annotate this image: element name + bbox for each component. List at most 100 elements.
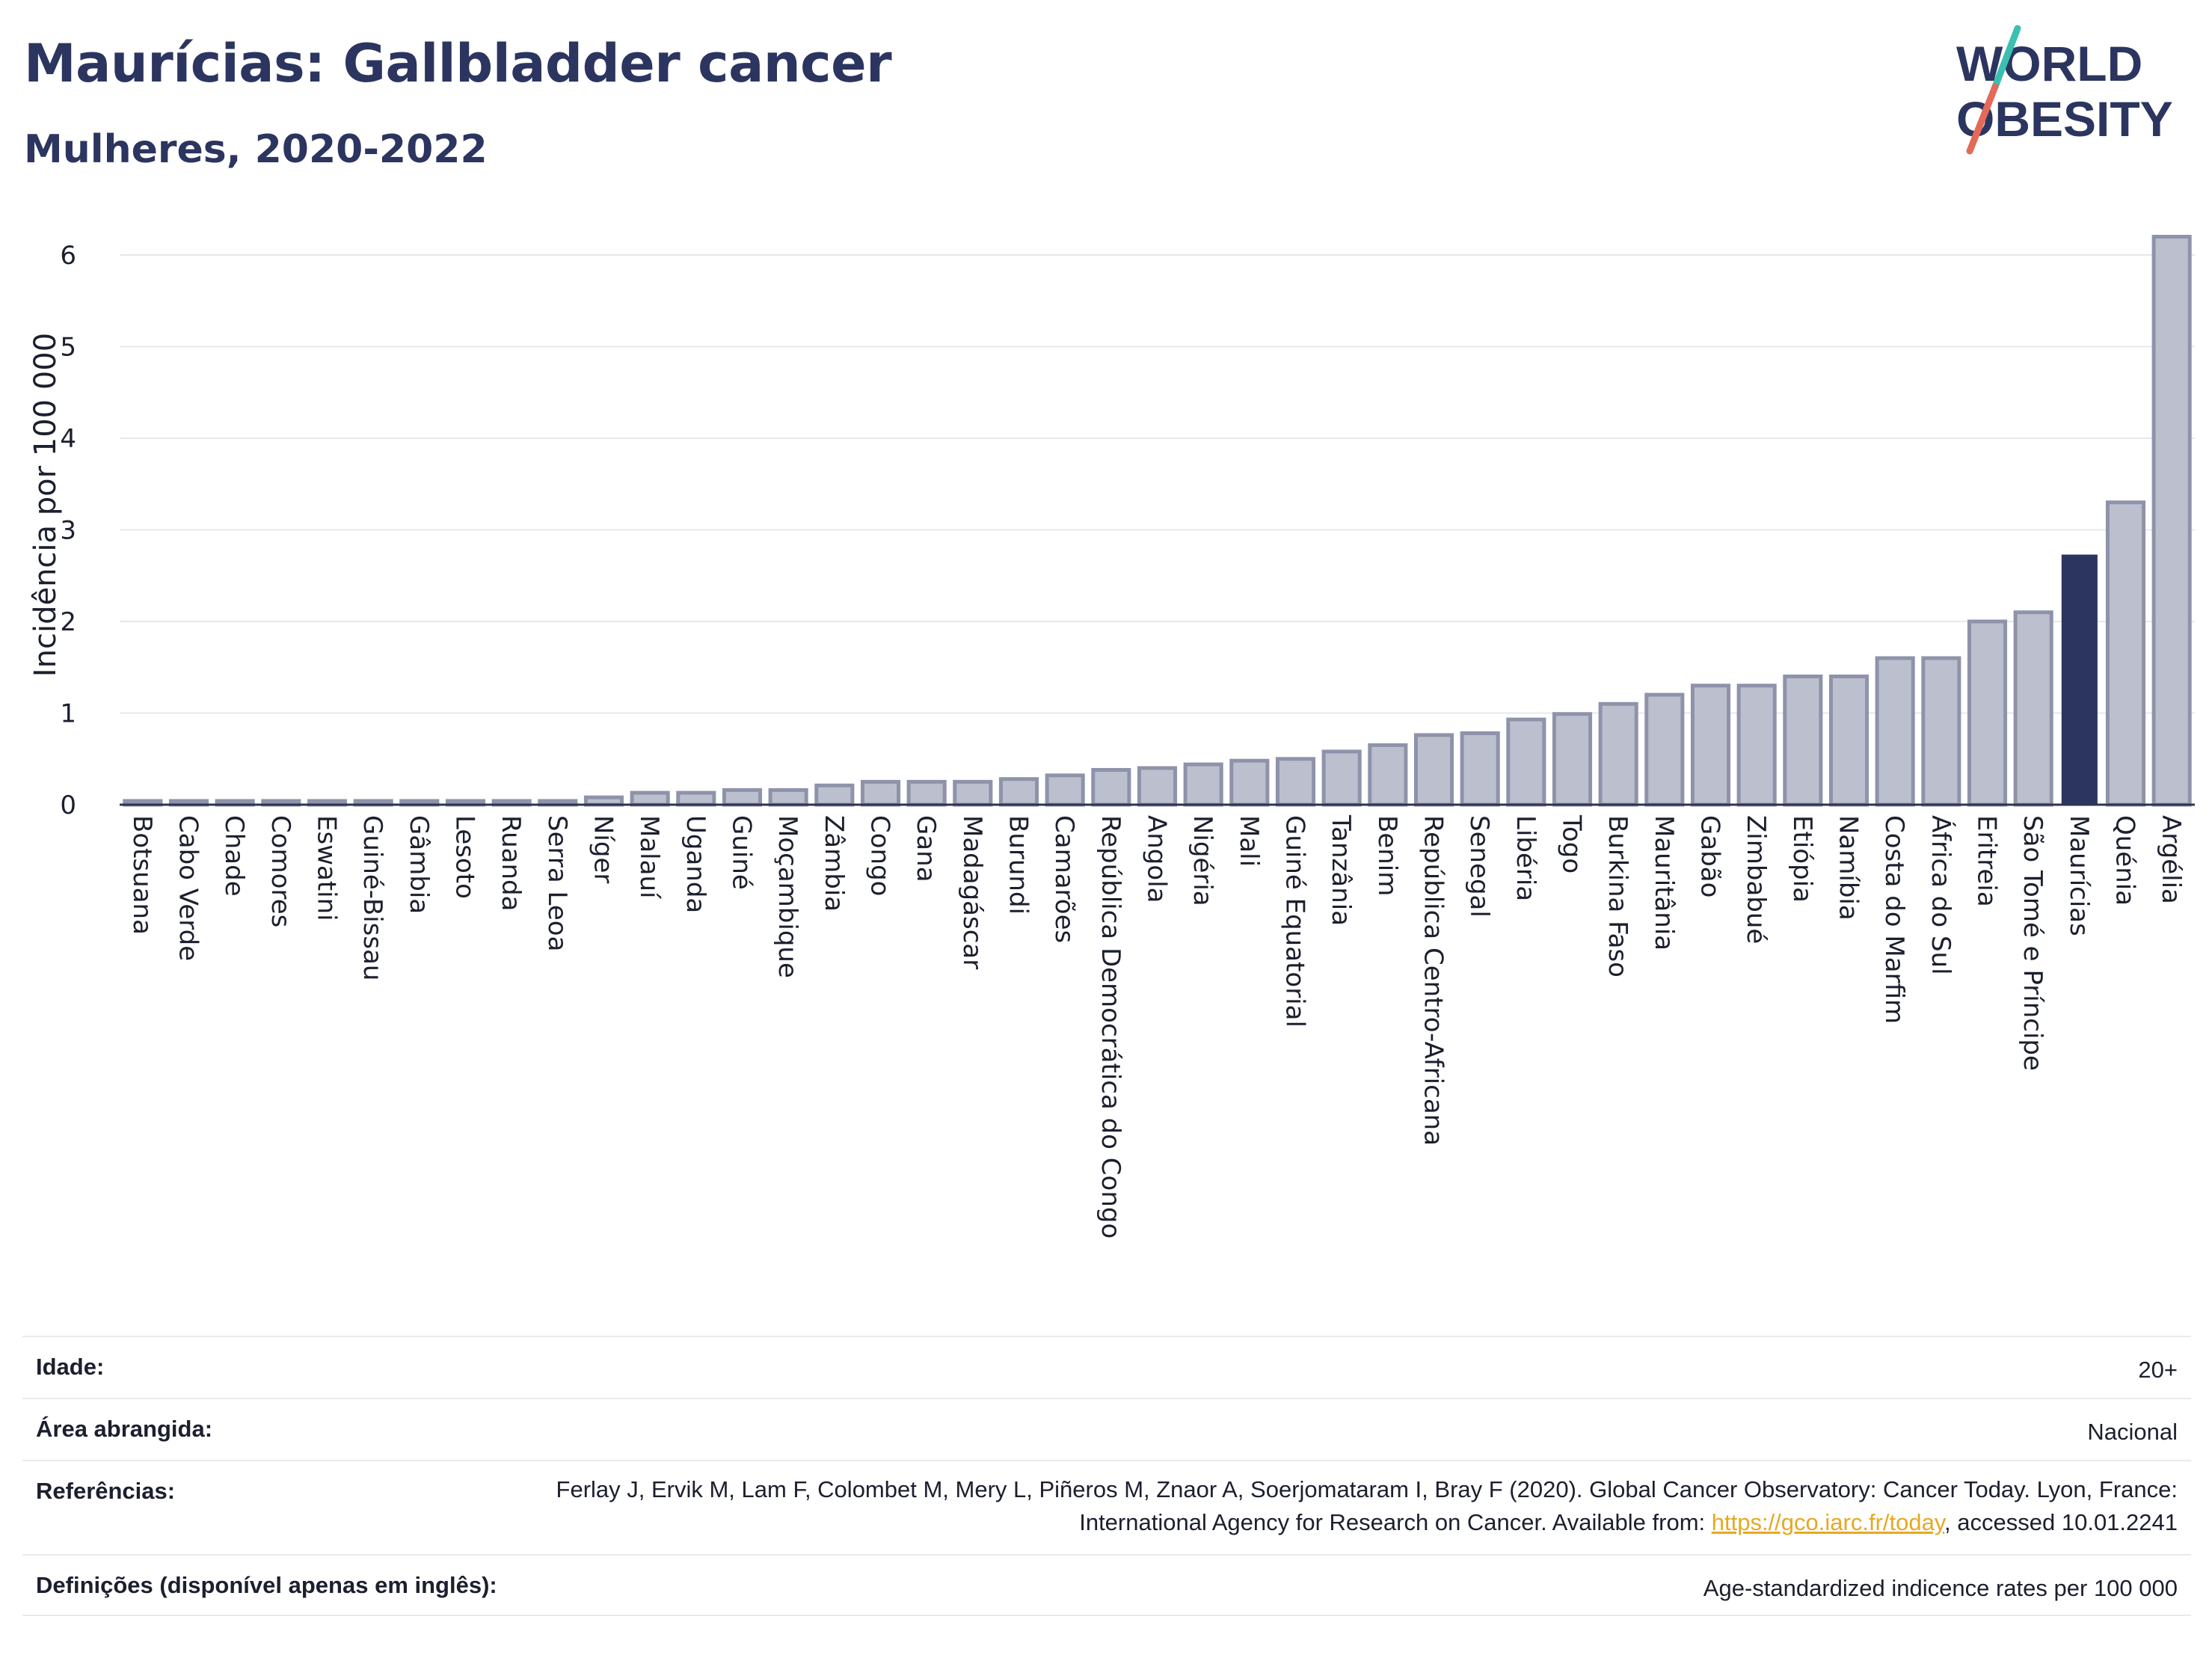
- x-tick-label: Costa do Marfim: [1879, 815, 1909, 1024]
- bar[interactable]: [1552, 712, 1593, 807]
- logo-line1: WORLD: [1956, 36, 2142, 91]
- x-tick-label: Angola: [1142, 815, 1172, 903]
- bar[interactable]: [1828, 675, 1870, 807]
- world-obesity-logo: WORLD OBESITY: [1956, 25, 2173, 155]
- y-tick-label: 4: [60, 424, 76, 454]
- x-tick-label: Comores: [265, 815, 295, 927]
- x-tick-label: Libéria: [1511, 815, 1540, 901]
- x-tick-label: Togo: [1557, 814, 1587, 873]
- x-tick-label: Cabo Verde: [173, 815, 203, 961]
- x-tick-label: Madagáscar: [957, 815, 987, 969]
- bar-chart: 0 1 2 3 4 5 6 Botsuana Cabo Verde Chade Comores Es…: [28, 235, 2195, 1238]
- bar[interactable]: [768, 787, 808, 807]
- bar[interactable]: [2061, 554, 2098, 805]
- y-tick-label: 2: [60, 607, 76, 637]
- references-label: Referências:: [36, 1478, 176, 1504]
- references-link[interactable]: https://gco.iarc.fr/today: [1711, 1509, 1945, 1535]
- x-tick-label: Guiné: [727, 815, 757, 890]
- bar[interactable]: [1321, 749, 1362, 807]
- age-label: Idade:: [36, 1354, 105, 1380]
- bar[interactable]: [1413, 733, 1454, 807]
- x-tick-label: Zimbabué: [1741, 815, 1771, 944]
- bar[interactable]: [906, 779, 947, 807]
- bar[interactable]: [1368, 743, 1408, 807]
- logo-slash-teal: [1991, 25, 2021, 90]
- x-tick-label: Argélia: [2156, 815, 2186, 904]
- x-tick-label: Guiné-Bissau: [357, 815, 387, 980]
- bar[interactable]: [1229, 758, 1270, 807]
- info-row-definitions: Definições (disponível apenas em inglês)…: [22, 1554, 2191, 1616]
- y-axis-title: Incidência por 100 000: [28, 333, 63, 677]
- y-tick-label: 3: [60, 516, 76, 546]
- area-value: Nacional: [2087, 1419, 2178, 1445]
- x-tick-label: Mauritânia: [1649, 815, 1679, 951]
- x-tick-label: Mali: [1234, 815, 1264, 867]
- bar[interactable]: [1783, 675, 1823, 807]
- y-tick-label: 6: [60, 241, 76, 271]
- x-tick-label: Burkina Faso: [1603, 815, 1632, 977]
- info-row-area: Área abrangida: Nacional: [22, 1398, 2191, 1460]
- x-tick-label: Congo: [865, 815, 895, 896]
- bar[interactable]: [1275, 757, 1316, 807]
- bar[interactable]: [2013, 610, 2053, 807]
- bar[interactable]: [1460, 731, 1500, 807]
- bar[interactable]: [1736, 684, 1777, 807]
- bar[interactable]: [1921, 656, 1961, 807]
- x-tick-label: Gâmbia: [404, 815, 434, 914]
- bar[interactable]: [1967, 619, 2008, 807]
- bar[interactable]: [1045, 773, 1085, 807]
- x-tick-label: Gana: [911, 815, 941, 882]
- x-tick-label: São Tomé e Príncipe: [2018, 815, 2047, 1071]
- bar[interactable]: [722, 787, 763, 807]
- x-tick-label: Moçambique: [772, 815, 802, 978]
- bar[interactable]: [860, 779, 901, 807]
- x-axis-labels: Botsuana Cabo Verde Chade Comores Eswatini Gu…: [127, 814, 2186, 1238]
- bar[interactable]: [2151, 235, 2192, 807]
- bar[interactable]: [1875, 656, 1915, 807]
- x-tick-label: Eswatini: [312, 815, 342, 921]
- info-row-references: Referências: Ferlay J, Ervik M, Lam F, C…: [22, 1460, 2191, 1554]
- x-tick-label: Níger: [589, 815, 618, 883]
- bars: [123, 235, 2192, 807]
- references-accessed: , accessed 10.01.2241: [1944, 1509, 2178, 1535]
- x-tick-label: Serra Leoa: [542, 815, 572, 951]
- x-tick-label: Zâmbia: [819, 815, 849, 912]
- references-text: Ferlay J, Ervik M, Lam F, Colombet M, Me…: [556, 1476, 2178, 1535]
- bar[interactable]: [630, 790, 670, 807]
- x-tick-label: Senegal: [1464, 815, 1494, 918]
- x-tick-label: República Democrática do Congo: [1096, 815, 1125, 1238]
- y-axis-ticks: 0 1 2 3 4 5 6: [60, 241, 76, 820]
- x-tick-label: Camarões: [1049, 815, 1079, 943]
- bar[interactable]: [1091, 767, 1131, 807]
- x-tick-label: Malauí: [634, 815, 664, 900]
- y-tick-label: 1: [60, 699, 76, 729]
- bar[interactable]: [1598, 701, 1638, 807]
- x-tick-label: República Centro-Africana: [1419, 815, 1448, 1146]
- bar[interactable]: [814, 783, 855, 807]
- bar[interactable]: [676, 790, 716, 807]
- x-tick-label: África do Sul: [1926, 815, 1956, 975]
- x-tick-label: Maurícias: [2064, 815, 2094, 936]
- x-tick-label: Etiópia: [1787, 815, 1817, 903]
- bar[interactable]: [1137, 766, 1178, 807]
- logo-slash-coral: [1966, 83, 1999, 155]
- bar[interactable]: [1644, 693, 1685, 807]
- x-tick-label: Uganda: [681, 815, 710, 913]
- x-tick-label: Quénia: [2110, 815, 2140, 906]
- definitions-value: Age-standardized indicence rates per 100…: [1703, 1575, 2178, 1601]
- bar[interactable]: [2105, 500, 2146, 807]
- bar[interactable]: [953, 779, 993, 807]
- bar[interactable]: [1690, 684, 1731, 807]
- page-title: Maurícias: Gallbladder cancer: [24, 33, 892, 94]
- info-row-age: Idade: 20+: [22, 1336, 2191, 1398]
- x-tick-label: Gabão: [1695, 815, 1725, 897]
- info-table: Idade: 20+ Área abrangida: Nacional Refe…: [22, 1336, 2191, 1616]
- x-tick-label: Lesoto: [450, 815, 480, 899]
- y-tick-label: 0: [60, 790, 76, 820]
- bar[interactable]: [1183, 762, 1223, 807]
- definitions-label: Definições (disponível apenas em inglês)…: [36, 1572, 497, 1598]
- bar[interactable]: [1506, 717, 1546, 807]
- age-value: 20+: [2138, 1357, 2178, 1383]
- x-tick-label: Ruanda: [496, 815, 526, 911]
- bar[interactable]: [998, 777, 1039, 807]
